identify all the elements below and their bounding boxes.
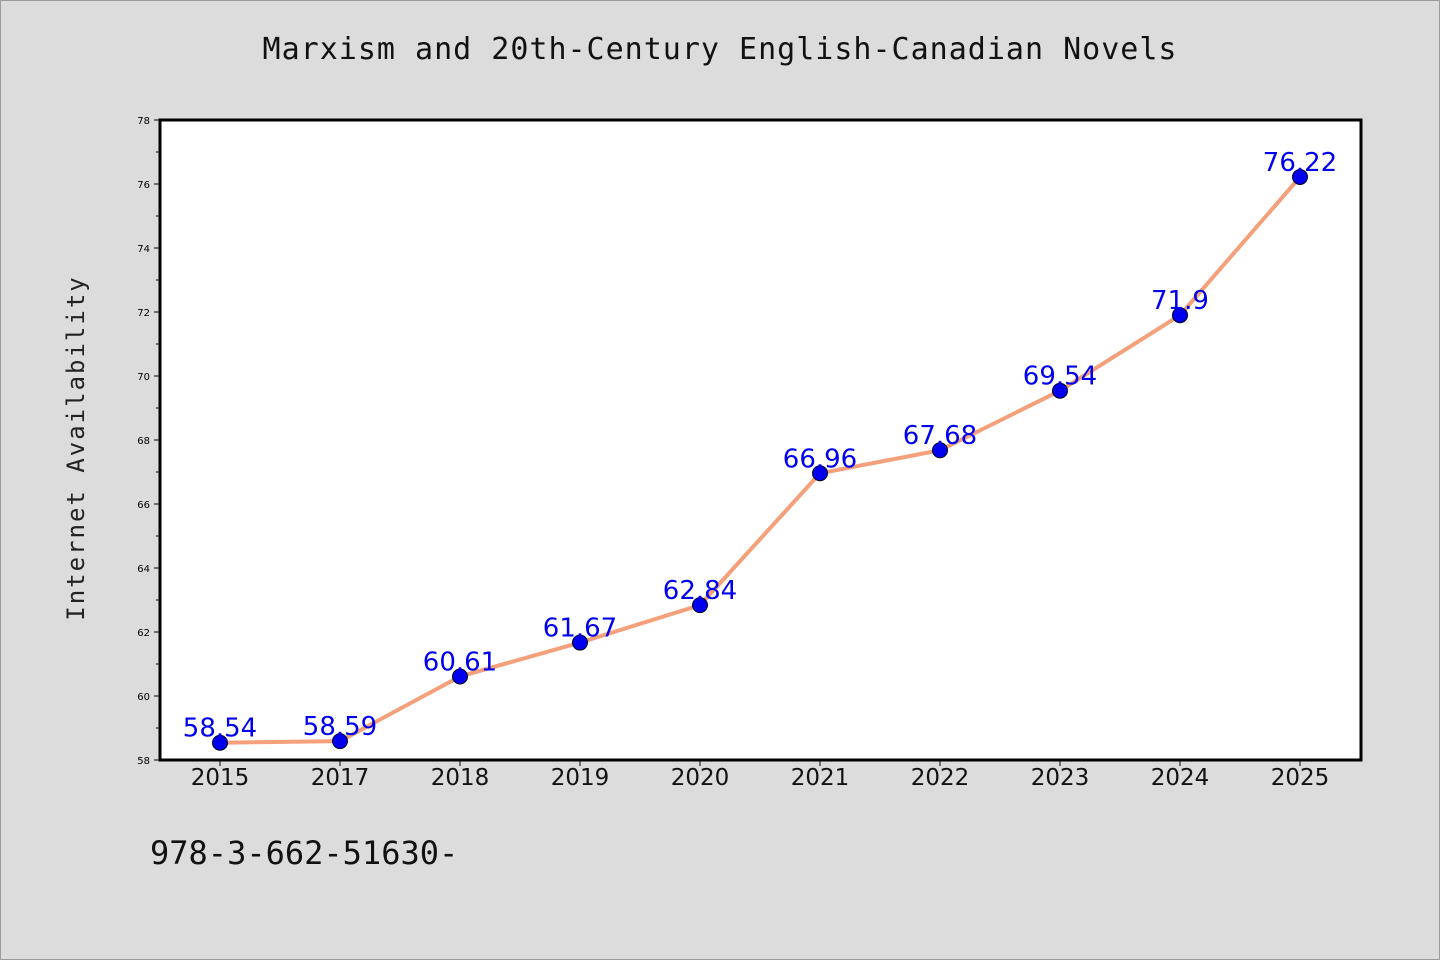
data-point <box>332 733 348 750</box>
plot-area <box>158 118 1363 762</box>
data-point <box>1292 168 1308 185</box>
y-tick-label: 58 <box>137 756 150 767</box>
data-point <box>1052 382 1068 399</box>
x-tick-label: 2023 <box>1031 765 1090 791</box>
y-tick-label: 74 <box>137 244 150 255</box>
x-tick-label: 2024 <box>1151 765 1210 791</box>
series-line <box>218 174 1302 745</box>
chart-title: Marxism and 20th-Century English-Canadia… <box>262 32 1178 67</box>
data-label: 66.96 <box>783 444 857 474</box>
x-tick-label: 2022 <box>911 765 970 791</box>
y-tick-label: 62 <box>137 628 150 639</box>
data-label: 62.84 <box>663 576 737 606</box>
y-tick-label: 60 <box>137 692 150 703</box>
y-tick-label: 64 <box>137 564 150 575</box>
data-point <box>452 668 468 685</box>
x-tick-label: 2019 <box>551 765 610 791</box>
x-tick-label: 2018 <box>431 765 490 791</box>
data-point <box>812 465 828 482</box>
data-label: 58.54 <box>183 714 257 744</box>
data-label: 69.54 <box>1023 362 1097 392</box>
footer-text: 978-3-662-51630- <box>150 834 459 872</box>
x-tick-label: 2020 <box>671 765 730 791</box>
y-tick-label: 68 <box>137 436 150 447</box>
y-tick-label: 72 <box>137 308 150 319</box>
data-point <box>212 734 228 751</box>
data-point <box>1172 307 1188 324</box>
data-label: 67.68 <box>903 421 977 451</box>
data-point <box>692 597 708 614</box>
data-label: 61.67 <box>543 614 617 644</box>
y-axis-ticks: 58 60 62 64 66 68 70 72 74 76 78 <box>137 116 160 767</box>
x-tick-label: 2021 <box>791 765 850 791</box>
x-tick-label: 2015 <box>191 765 250 791</box>
x-tick-label: 2025 <box>1271 765 1330 791</box>
x-tick-label: 2017 <box>311 765 370 791</box>
data-label: 76.22 <box>1263 148 1337 178</box>
series-layer: 58.54 58.59 60.61 61.67 62.84 66.96 67.68 69.54… <box>183 148 1337 751</box>
y-tick-label: 78 <box>137 116 150 127</box>
y-tick-label: 70 <box>137 372 150 383</box>
data-point <box>572 634 588 651</box>
data-label: 58.59 <box>303 712 377 742</box>
y-tick-label: 76 <box>137 180 150 191</box>
data-label: 60.61 <box>423 647 497 677</box>
x-axis-ticks: 2015 2017 2018 2019 2020 2021 2022 2023 2024 2025 <box>191 760 1330 791</box>
y-tick-label: 66 <box>137 500 150 511</box>
data-label: 71.9 <box>1151 286 1209 316</box>
data-point <box>932 442 948 459</box>
